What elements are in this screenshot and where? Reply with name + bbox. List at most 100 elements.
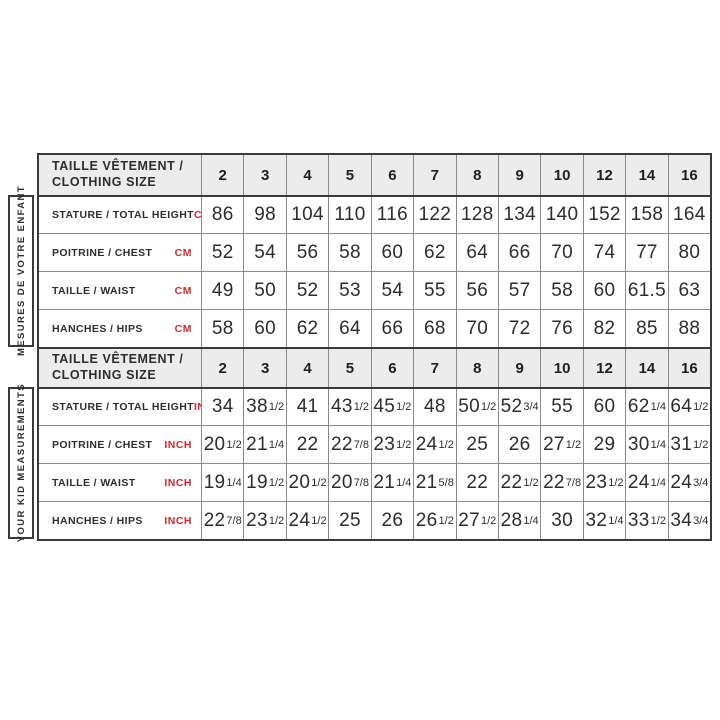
measurement-value-cell: 22 [455, 464, 498, 501]
measurement-value-cell: 19 1/4 [201, 464, 243, 501]
measurement-row-label-cell: POITRINE / CHEST INCH [39, 426, 201, 463]
measurement-value-cell: 52 [285, 272, 328, 309]
fraction: 1/2 [608, 476, 624, 489]
fraction: 1/2 [353, 401, 369, 413]
measurement-value-cell: 22 7/8 [328, 426, 370, 463]
fraction: 1/2 [311, 514, 327, 527]
fraction: 1/2 [565, 438, 582, 451]
measurement-value-cell: 34 [201, 389, 243, 425]
size-value-cell: 2 [201, 155, 243, 195]
measurement-value-cell: 50 [243, 272, 285, 309]
size-value-cell: 14 [625, 155, 667, 195]
measurement-value-cell: 32 1/4 [582, 502, 625, 539]
measurement-value-cell: 152 [582, 197, 625, 233]
measurement-row-label: POITRINE / CHEST [52, 438, 153, 451]
fraction: 1/2 [693, 438, 709, 451]
size-value-cell: 6 [370, 349, 413, 387]
measurement-value-cell: 24 3/4 [667, 464, 710, 501]
unit-label: INCH [164, 438, 192, 451]
measurement-value-cell: 72 [497, 310, 540, 347]
measurement-row-label-cell: HANCHES / HIPS INCH [39, 502, 201, 539]
measurement-value-cell: 34 3/4 [667, 502, 710, 539]
measurement-value-cell: 70 [455, 310, 498, 347]
measurement-row-label-cell: TAILLE / WAIST CM [39, 272, 201, 309]
fraction: 1/2 [268, 401, 285, 413]
measurement-value-cell: 26 1/2 [413, 502, 455, 539]
measurement-row: STATURE / TOTAL HEIGHTCM8698104110116122… [39, 195, 710, 233]
measurement-value-cell: 29 [582, 426, 625, 463]
size-value-cell: 7 [413, 155, 455, 195]
size-header-label: TAILLE VÊTEMENT / CLOTHING SIZE [39, 349, 201, 387]
measurement-value-cell: 30 [540, 502, 582, 539]
measurement-value-cell: 25 [455, 426, 498, 463]
size-value-cell: 4 [285, 155, 328, 195]
measurement-value-cell: 62 1/4 [625, 389, 667, 425]
unit-label: CM [174, 246, 192, 259]
fraction: 1/4 [268, 438, 285, 451]
size-header-label-fr: TAILLE VÊTEMENT / [52, 159, 184, 174]
measurement-value-cell: 33 1/2 [625, 502, 667, 539]
side-label-inch-box: YOUR KID MEASUREMENTS [8, 383, 34, 543]
measurement-value-cell: 22 7/8 [201, 502, 243, 539]
size-value-cell: 12 [582, 349, 625, 387]
fraction: 5/8 [438, 476, 454, 489]
measurement-value-cell: 22 [285, 426, 328, 463]
measurement-value-cell: 63 [667, 272, 710, 309]
measurement-value-cell: 38 1/2 [243, 389, 285, 425]
measurement-value-cell: 64 [455, 234, 498, 271]
fraction: 1/2 [438, 438, 454, 451]
size-header-label-fr: TAILLE VÊTEMENT / [52, 352, 184, 367]
measurement-value-cell: 70 [540, 234, 582, 271]
measurement-value-cell: 86 [201, 197, 243, 233]
measurement-value-cell: 58 [201, 310, 243, 347]
fraction: 1/4 [650, 476, 666, 489]
size-value-cell: 3 [243, 349, 285, 387]
size-value-cell: 3 [243, 155, 285, 195]
fraction: 1/2 [396, 401, 412, 413]
measurement-value-cell: 26 [497, 426, 540, 463]
measurement-value-cell: 49 [201, 272, 243, 309]
measurement-value-cell: 21 1/4 [370, 464, 413, 501]
fraction: 1/2 [438, 514, 454, 527]
side-label-cm-text: MESURES DE VOTRE ENFANT [15, 185, 27, 357]
measurement-row-label-cell: STATURE / TOTAL HEIGHTCM [39, 197, 201, 233]
size-header-label: TAILLE VÊTEMENT / CLOTHING SIZE [39, 155, 201, 195]
measurement-row: TAILLE / WAIST CM 49 50 52 53 54 55 56 57 58 60 61.5… [39, 271, 710, 309]
unit-label: CM [194, 209, 201, 221]
size-value-cell: 5 [328, 155, 370, 195]
size-value-cell: 10 [540, 349, 582, 387]
measurement-value-cell: 52 [201, 234, 243, 271]
fraction: 7/8 [226, 514, 242, 527]
measurement-value-cell: 74 [582, 234, 625, 271]
unit-label: INCH [164, 514, 192, 527]
measurement-value-cell: 24 1/4 [625, 464, 667, 501]
measurement-value-cell: 24 1/2 [285, 502, 328, 539]
measurement-value-cell: 64 [328, 310, 370, 347]
measurement-value-cell: 21 5/8 [413, 464, 455, 501]
measurement-value-cell: 116 [370, 197, 413, 233]
measurement-value-cell: 43 1/2 [328, 389, 370, 425]
measurement-value-cell: 110 [328, 197, 370, 233]
fraction: 1/2 [226, 438, 242, 451]
size-header-label-en: CLOTHING SIZE [52, 368, 157, 382]
measurement-value-cell: 60 [243, 310, 285, 347]
measurement-row-label: POITRINE / CHEST [52, 246, 153, 259]
measurement-row: HANCHES / HIPS INCH 22 7/8 23 1/2 24 1/2 25 26 26 1… [39, 501, 710, 539]
measurement-row: POITRINE / CHEST INCH 20 1/2 21 1/4 22 22 7/8 23 1… [39, 425, 710, 463]
measurement-value-cell: 50 1/2 [455, 389, 498, 425]
measurement-value-cell: 27 1/2 [540, 426, 582, 463]
measurement-value-cell: 54 [370, 272, 413, 309]
measurement-value-cell: 128 [455, 197, 498, 233]
measurement-value-cell: 98 [243, 197, 285, 233]
fraction: 3/4 [693, 514, 709, 527]
measurement-value-cell: 82 [582, 310, 625, 347]
fraction: 1/2 [396, 438, 412, 451]
size-value-cell: 6 [370, 155, 413, 195]
measurement-value-cell: 61.5 [625, 272, 667, 309]
measurement-value-cell: 56 [285, 234, 328, 271]
fraction: 1/4 [608, 514, 624, 527]
fraction: 1/2 [480, 401, 497, 413]
size-value-cell: 5 [328, 349, 370, 387]
measurement-value-cell: 26 [370, 502, 413, 539]
fraction: 3/4 [523, 401, 539, 413]
